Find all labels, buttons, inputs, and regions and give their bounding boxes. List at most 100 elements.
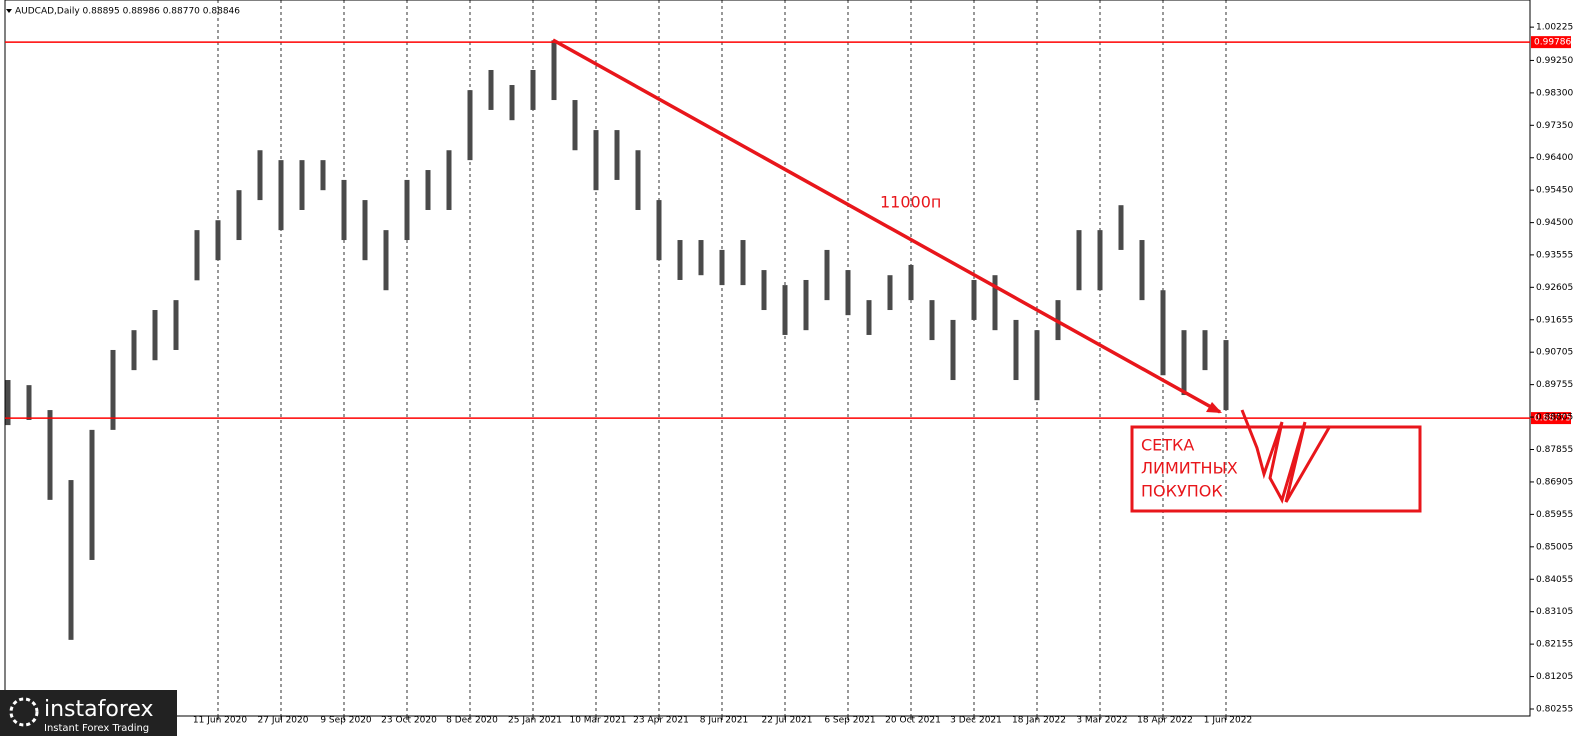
plot-frame	[4, 0, 1531, 717]
price-bar	[593, 130, 599, 191]
price-bar	[740, 240, 746, 286]
y-tick-label: 0.93555	[1536, 250, 1573, 260]
x-tick-label: 10 Mar 2021	[569, 716, 626, 726]
annotation: 11000п	[880, 193, 941, 212]
price-bar	[551, 40, 557, 101]
logo-icon	[9, 697, 39, 727]
price-bar	[530, 69, 536, 110]
price-bar	[950, 319, 956, 381]
price-bar	[467, 90, 473, 161]
x-tick-label: 23 Apr 2021	[633, 716, 689, 726]
price-bar	[992, 275, 998, 331]
price-bar	[236, 190, 242, 241]
x-tick-label: 18 Jan 2022	[1012, 716, 1066, 726]
price-bar	[89, 429, 95, 560]
annotation: ЛИМИТНЫХ	[1141, 459, 1238, 478]
price-bar	[866, 300, 872, 335]
price-bar	[908, 264, 914, 301]
price-bar	[425, 170, 431, 210]
x-tick-label: 1 Jun 2022	[1204, 716, 1252, 726]
level-tag	[1531, 36, 1571, 49]
price-bar	[47, 410, 53, 500]
x-tick-label: 3 Dec 2021	[950, 716, 1002, 726]
x-tick-label: 3 Mar 2022	[1076, 716, 1127, 726]
trend-line	[552, 38, 1221, 414]
watermark-tagline: Instant Forex Trading	[44, 723, 149, 734]
price-bar	[404, 179, 410, 241]
x-tick-label: 27 Jul 2020	[258, 716, 309, 726]
x-tick-label: 8 Jun 2021	[700, 716, 748, 726]
x-tick-label: 25 Jan 2021	[508, 716, 562, 726]
price-bar	[803, 279, 809, 331]
price-bar	[761, 270, 767, 311]
grid	[217, 0, 1227, 716]
level-tag	[1531, 412, 1571, 425]
y-tick-label: 0.85955	[1536, 510, 1573, 520]
y-tick-label: 0.88805	[1536, 413, 1573, 423]
price-bar	[1160, 290, 1166, 376]
price-bar	[1013, 319, 1019, 381]
price-bar	[1202, 330, 1208, 371]
annotation: СЕТКА	[1141, 436, 1194, 455]
y-tick-label: 0.94500	[1536, 218, 1573, 228]
price-bar	[278, 160, 284, 231]
y-tick-label: 0.91655	[1536, 315, 1573, 325]
price-bar	[383, 230, 389, 291]
level-label: 0.99786	[1534, 38, 1571, 48]
annotation-box	[1130, 425, 1422, 513]
x-tick-label: 9 Sep 2020	[320, 716, 372, 726]
y-tick-label: 0.98300	[1536, 88, 1573, 98]
price-bar	[1034, 330, 1040, 401]
x-tick-label: 6 Sep 2021	[824, 716, 875, 726]
price-bar	[362, 200, 368, 261]
price-bar	[341, 179, 347, 241]
y-tick-label: 0.81205	[1536, 672, 1573, 682]
price-bar	[320, 160, 326, 191]
y-tick-label: 0.87855	[1536, 445, 1573, 455]
y-tick-label: 0.96400	[1536, 153, 1573, 163]
price-bar	[68, 480, 74, 640]
price-bar	[677, 240, 683, 280]
price-bar	[824, 249, 830, 301]
price-bar	[698, 240, 704, 276]
price-bar	[5, 380, 11, 426]
price-bar	[257, 150, 263, 201]
y-tick-label: 0.95450	[1536, 186, 1573, 196]
y-tick-label: 0.80255	[1536, 705, 1573, 715]
price-bar	[1118, 205, 1124, 250]
x-tick-label: 23 Oct 2020	[381, 716, 437, 726]
price-bar	[656, 200, 662, 261]
price-bar	[446, 150, 452, 210]
price-bar	[572, 100, 578, 151]
price-bar	[929, 300, 935, 341]
price-bar	[194, 230, 200, 281]
price-bar	[110, 349, 116, 430]
levels: 0.99786 0.88775	[5, 36, 1571, 425]
y-tick-label: 0.83105	[1536, 607, 1573, 617]
price-bar	[299, 160, 305, 210]
y-tick-label: 0.85005	[1536, 542, 1573, 552]
grid-arrows	[1240, 409, 1332, 504]
price-bar	[1076, 230, 1082, 291]
price-bar	[509, 85, 515, 121]
price-bar	[782, 285, 788, 335]
price-bar	[1139, 240, 1145, 301]
y-tick-label: 0.90705	[1536, 348, 1573, 358]
watermark-bg	[0, 690, 177, 736]
y-tick-label: 0.99250	[1536, 56, 1573, 66]
watermark-name: instaforex	[44, 697, 154, 722]
x-tick-label: 22 Jul 2021	[762, 716, 813, 726]
x-tick-label: 11 Jun 2020	[193, 716, 247, 726]
bars	[5, 40, 1229, 640]
arrow-head	[1206, 402, 1222, 413]
y-tick-label: 0.86905	[1536, 477, 1573, 487]
watermark: instaforex Instant Forex Trading	[0, 690, 177, 736]
price-bar	[1181, 330, 1187, 396]
price-bar	[614, 130, 620, 180]
price-bar	[845, 270, 851, 316]
price-bar	[887, 275, 893, 311]
annotation: ПОКУПОК	[1141, 482, 1223, 501]
price-bar	[1223, 340, 1229, 411]
x-tick-label: 18 Apr 2022	[1137, 716, 1193, 726]
